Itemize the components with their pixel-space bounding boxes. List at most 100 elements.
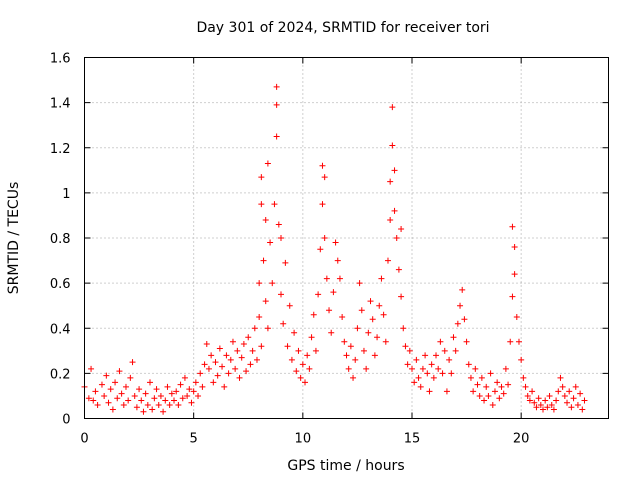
data-point [535, 395, 542, 402]
data-point [284, 343, 291, 350]
data-point [297, 374, 304, 381]
data-point [485, 392, 492, 399]
data-point [426, 388, 433, 395]
data-point [483, 383, 490, 390]
data-point [529, 388, 536, 395]
data-point [550, 406, 557, 413]
data-point [336, 275, 343, 282]
data-point [419, 365, 426, 372]
data-point [188, 399, 195, 406]
data-point [502, 365, 509, 372]
axis-ticks [84, 57, 609, 419]
data-point [384, 257, 391, 264]
data-point [184, 392, 191, 399]
data-point [406, 347, 413, 354]
data-point [227, 356, 234, 363]
data-point [363, 365, 370, 372]
data-point [496, 395, 503, 402]
data-point [371, 352, 378, 359]
data-point [454, 320, 461, 327]
data-point [219, 363, 226, 370]
data-point [118, 390, 125, 397]
data-point [511, 271, 518, 278]
data-point [448, 370, 455, 377]
data-point [439, 370, 446, 377]
data-point [380, 311, 387, 318]
data-point [389, 142, 396, 149]
data-point [542, 397, 549, 404]
data-point [472, 365, 479, 372]
data-point [400, 325, 407, 332]
data-point [201, 361, 208, 368]
data-point [205, 365, 212, 372]
data-point [129, 359, 136, 366]
data-point [251, 325, 258, 332]
y-tick-label: 0.2 [50, 367, 71, 382]
data-point [441, 347, 448, 354]
data-point [463, 338, 470, 345]
data-point [92, 388, 99, 395]
data-point [120, 401, 127, 408]
data-point [430, 374, 437, 381]
data-point [559, 383, 566, 390]
data-point [319, 201, 326, 208]
data-point [136, 386, 143, 393]
data-point [531, 399, 538, 406]
data-point [247, 361, 254, 368]
data-point [140, 408, 147, 415]
data-point [548, 401, 555, 408]
data-point [271, 201, 278, 208]
data-point [173, 388, 180, 395]
data-point [509, 293, 516, 300]
data-point [236, 374, 243, 381]
data-point [391, 207, 398, 214]
data-point [160, 408, 167, 415]
data-point [378, 275, 385, 282]
data-point [326, 307, 333, 314]
data-point [221, 383, 228, 390]
data-point [164, 383, 171, 390]
data-point [177, 381, 184, 388]
data-point [564, 399, 571, 406]
data-point [232, 365, 239, 372]
data-point [352, 356, 359, 363]
data-point [186, 386, 193, 393]
data-point [369, 316, 376, 323]
data-point [533, 404, 540, 411]
data-point [157, 392, 164, 399]
y-tick-label: 0.4 [50, 322, 71, 337]
data-point [280, 320, 287, 327]
data-point [260, 257, 267, 264]
data-point [103, 372, 110, 379]
data-point [240, 341, 247, 348]
x-tick-label: 15 [404, 432, 421, 447]
data-point [450, 334, 457, 341]
data-point [181, 374, 188, 381]
data-point [537, 401, 544, 408]
x-axis-title: GPS time / hours [287, 458, 404, 474]
data-point [358, 307, 365, 314]
x-tick-label: 20 [513, 432, 530, 447]
data-point [478, 374, 485, 381]
data-point [114, 395, 121, 402]
data-point [481, 397, 488, 404]
data-point [315, 291, 322, 298]
data-point [162, 397, 169, 404]
data-point [417, 383, 424, 390]
data-point [413, 356, 420, 363]
y-tick-label: 1.6 [50, 52, 71, 67]
data-point [321, 235, 328, 241]
data-point [286, 302, 293, 309]
data-point [94, 401, 101, 408]
data-point [415, 374, 422, 381]
data-point [295, 347, 302, 354]
data-point [452, 347, 459, 354]
y-tick-label: 0 [62, 413, 70, 428]
data-point [253, 356, 260, 363]
data-point [122, 383, 129, 390]
data-point [282, 259, 289, 266]
data-point [540, 406, 546, 413]
data-point [522, 383, 529, 390]
data-point [258, 343, 265, 350]
data-point [197, 370, 204, 377]
